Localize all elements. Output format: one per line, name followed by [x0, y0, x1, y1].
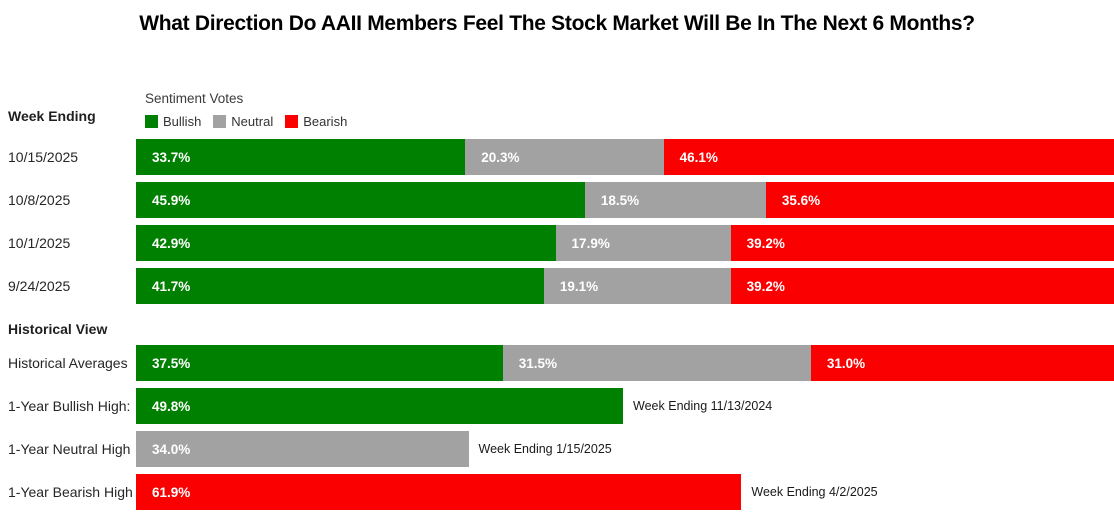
segment-value-label: 19.1% [559, 278, 599, 294]
segment-value-label: 45.9% [152, 192, 191, 208]
week-ending-header: Week Ending [8, 108, 96, 124]
weekly-rows: 10/15/2025 33.7% 20.3% 46.1% 10/8/2025 45.9% 1… [0, 139, 1114, 311]
segment-value-label: 37.5% [152, 355, 191, 371]
row-label: Historical Averages [8, 355, 128, 371]
bar-track: 34.0% Week Ending 1/15/2025 [136, 431, 1114, 467]
bar-segment-neutral: 18.5% [584, 182, 766, 218]
row-label: 9/24/2025 [8, 278, 71, 294]
row-annotation: Week Ending 11/13/2024 [633, 399, 773, 413]
legend-items: Bullish Neutral Bearish [145, 114, 359, 129]
segment-value-label: 46.1% [679, 149, 718, 165]
segment-value-label: 33.7% [152, 149, 191, 165]
bar-segment-bullish: 45.9% [136, 182, 585, 218]
segment-value-label: 17.9% [571, 235, 610, 251]
bar-segment-bullish: 41.7% [136, 268, 544, 304]
row-annotation: Week Ending 4/2/2025 [751, 485, 878, 499]
bullish-swatch-icon [145, 115, 158, 128]
chart-title: What Direction Do AAII Members Feel The … [139, 12, 975, 35]
bar-segment-bearish: 31.0% [810, 345, 1114, 381]
segment-value-label: 41.7% [152, 278, 191, 294]
bar-segment-bearish: 35.6% [765, 182, 1114, 218]
segment-value-label: 34.0% [152, 441, 191, 457]
legend-item-label: Bearish [303, 114, 348, 129]
chart-row: 10/8/2025 45.9% 18.5% 35.6% [0, 182, 1114, 218]
legend-title: Sentiment Votes [145, 91, 244, 106]
legend: Sentiment Votes Bullish Neutral Bearish [145, 91, 359, 129]
bar-segment-neutral: 31.5% [502, 345, 811, 381]
neutral-swatch-icon [213, 115, 227, 128]
legend-item-bullish: Bullish [145, 114, 201, 129]
row-label: 1-Year Bullish High: [8, 398, 131, 414]
chart-row: 1-Year Neutral High 34.0% Week Ending 1/15… [0, 431, 1114, 467]
bar-track: 41.7% 19.1% 39.2% [136, 268, 1114, 304]
row-label: 10/1/2025 [8, 235, 71, 251]
row-label: 1-Year Neutral High [8, 441, 131, 457]
segment-value-label: 39.2% [746, 235, 785, 251]
bar-track: 61.9% Week Ending 4/2/2025 [136, 474, 1114, 510]
chart-row: 10/1/2025 42.9% 17.9% 39.2% [0, 225, 1114, 261]
bar-segment-bearish: 39.2% [730, 268, 1114, 304]
bar-track: 42.9% 17.9% 39.2% [136, 225, 1114, 261]
bar-segment-bearish: 61.9% [136, 474, 742, 510]
bar-segment-bearish: 46.1% [663, 139, 1114, 175]
bar-track: 37.5% 31.5% 31.0% [136, 345, 1114, 381]
bar-segment-neutral: 34.0% [136, 431, 469, 467]
row-label: 10/8/2025 [8, 192, 71, 208]
legend-item-bearish: Bearish [285, 114, 347, 129]
bar-segment-bullish: 37.5% [136, 345, 503, 381]
chart-row: 1-Year Bearish High 61.9% Week Ending 4/2/… [0, 474, 1114, 510]
chart-row: Historical Averages 37.5% 31.5% 31.0% [0, 345, 1114, 381]
bar-segment-bullish: 42.9% [136, 225, 556, 261]
legend-item-label: Bullish [163, 114, 202, 129]
bearish-swatch-icon [285, 115, 299, 128]
bar-track: 33.7% 20.3% 46.1% [136, 139, 1114, 175]
segment-value-label: 31.5% [518, 355, 558, 371]
row-annotation: Week Ending 1/15/2025 [478, 442, 612, 456]
row-label: 10/15/2025 [8, 149, 79, 165]
legend-item-neutral: Neutral [213, 114, 273, 129]
bar-segment-bullish: 33.7% [136, 139, 466, 175]
segment-value-label: 42.9% [152, 235, 191, 251]
segment-value-label: 35.6% [781, 192, 821, 208]
segment-value-label: 20.3% [481, 149, 520, 165]
segment-value-label: 18.5% [600, 192, 640, 208]
bar-track: 49.8% Week Ending 11/13/2024 [136, 388, 1114, 424]
bar-segment-neutral: 17.9% [555, 225, 731, 261]
bar-segment-neutral: 19.1% [543, 268, 731, 304]
bar-segment-bullish: 49.8% [136, 388, 624, 424]
chart-row: 10/15/2025 33.7% 20.3% 46.1% [0, 139, 1114, 175]
segment-value-label: 39.2% [746, 278, 785, 294]
historical-rows: Historical Averages 37.5% 31.5% 31.0% 1-Year… [0, 345, 1114, 516]
segment-value-label: 49.8% [152, 398, 191, 414]
historical-view-header: Historical View [8, 321, 108, 337]
row-label: 1-Year Bearish High [8, 484, 133, 500]
legend-item-label: Neutral [231, 114, 274, 129]
chart-row: 1-Year Bullish High: 49.8% Week Ending 11/… [0, 388, 1114, 424]
bar-segment-bearish: 39.2% [730, 225, 1114, 261]
chart-row: 9/24/2025 41.7% 19.1% 39.2% [0, 268, 1114, 304]
segment-value-label: 31.0% [826, 355, 866, 371]
bar-track: 45.9% 18.5% 35.6% [136, 182, 1114, 218]
segment-value-label: 61.9% [152, 484, 191, 500]
bar-segment-neutral: 20.3% [465, 139, 664, 175]
